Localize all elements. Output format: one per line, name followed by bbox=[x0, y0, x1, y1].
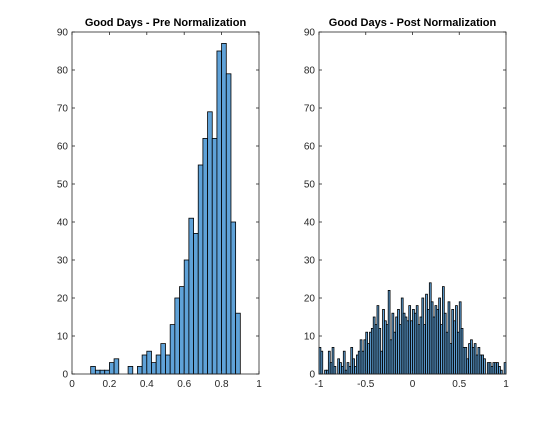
pre-normalization-y-tick-label: 20 bbox=[57, 294, 69, 305]
post-normalization-y-tick-label: 50 bbox=[304, 180, 316, 191]
pre-normalization-x-tick-label: 0.4 bbox=[140, 379, 154, 390]
pre-normalization-y-tick-label: 30 bbox=[57, 256, 69, 267]
pre-normalization-bar bbox=[137, 365, 143, 375]
pre-normalization-bar bbox=[230, 221, 237, 375]
pre-normalization-bar bbox=[221, 43, 227, 375]
post-normalization-y-tick-label: 10 bbox=[304, 332, 316, 343]
pre-normalization-bar bbox=[160, 343, 166, 375]
pre-normalization-bar bbox=[94, 369, 101, 375]
pre-normalization-y-tick-label: 90 bbox=[57, 28, 69, 39]
post-normalization-panel: -1 -0.5 0 0.5 1 0 10 20 30 40 50 60 70 80 90 Good Day… bbox=[304, 17, 509, 390]
pre-normalization-axes-box bbox=[71, 31, 260, 375]
pre-normalization-x-ticks: 0 0.2 0.4 0.6 0.8 1 bbox=[69, 32, 262, 390]
post-normalization-title: Good Days - Post Normalization bbox=[329, 17, 497, 29]
post-normalization-y-tick-label: 0 bbox=[309, 370, 315, 381]
pre-normalization-bar bbox=[235, 312, 241, 375]
pre-normalization-bar bbox=[99, 369, 106, 375]
pre-normalization-x-tick-label: 1 bbox=[256, 379, 262, 390]
pre-normalization-bar bbox=[104, 369, 110, 375]
pre-normalization-bar bbox=[174, 297, 180, 375]
pre-normalization-bar bbox=[188, 217, 194, 375]
pre-normalization-y-tick-label: 10 bbox=[57, 332, 69, 343]
post-normalization-y-tick-label: 60 bbox=[304, 142, 316, 153]
post-normalization-y-tick-label: 40 bbox=[304, 218, 316, 229]
post-normalization-y-tick-label: 30 bbox=[304, 256, 316, 267]
post-normalization-x-tick-label: 1 bbox=[503, 379, 509, 390]
pre-normalization-bar bbox=[225, 73, 232, 375]
pre-normalization-bar bbox=[183, 259, 190, 375]
post-normalization-y-tick-label: 80 bbox=[304, 66, 316, 77]
pre-normalization-bar bbox=[202, 137, 208, 375]
post-normalization-bar bbox=[483, 358, 486, 375]
pre-normalization-x-tick-label: 0.8 bbox=[215, 379, 229, 390]
pre-normalization-bar bbox=[127, 365, 134, 375]
post-normalization-x-tick-label: 0 bbox=[410, 379, 416, 390]
pre-normalization-bar bbox=[90, 365, 96, 375]
pre-normalization-y-tick-label: 50 bbox=[57, 180, 69, 191]
post-normalization-y-tick-label: 90 bbox=[304, 28, 316, 39]
pre-normalization-bar bbox=[179, 286, 185, 375]
pre-normalization-bar bbox=[169, 324, 176, 375]
post-normalization-y-tick-label: 70 bbox=[304, 104, 316, 115]
pre-normalization-bar bbox=[211, 137, 218, 375]
pre-normalization-x-tick-label: 0.2 bbox=[102, 379, 116, 390]
pre-normalization-x-tick-label: 0.6 bbox=[177, 379, 191, 390]
post-normalization-bar bbox=[320, 350, 324, 375]
post-normalization-x-ticks: -1 -0.5 0 0.5 1 bbox=[315, 32, 509, 390]
post-normalization-x-tick-label: -1 bbox=[315, 379, 324, 390]
pre-normalization-panel: 0 0.2 0.4 0.6 0.8 1 0 10 20 30 40 50 60 70 80 90 Good … bbox=[57, 17, 262, 390]
post-normalization-bar bbox=[333, 365, 337, 375]
post-normalization-x-tick-label: 0.5 bbox=[452, 379, 466, 390]
pre-normalization-y-tick-label: 60 bbox=[57, 142, 69, 153]
pre-normalization-bar bbox=[155, 354, 162, 375]
pre-normalization-bar bbox=[216, 50, 222, 375]
pre-normalization-bar bbox=[146, 350, 152, 375]
pre-normalization-bar bbox=[141, 354, 148, 375]
pre-normalization-bar bbox=[207, 111, 213, 375]
pre-normalization-y-tick-label: 40 bbox=[57, 218, 69, 229]
pre-normalization-y-ticks: 0 10 20 30 40 50 60 70 80 90 bbox=[57, 28, 259, 381]
pre-normalization-bar bbox=[197, 164, 204, 375]
pre-normalization-bar bbox=[151, 362, 157, 375]
pre-normalization-bar bbox=[193, 232, 199, 375]
post-normalization-y-tick-label: 20 bbox=[304, 294, 316, 305]
pre-normalization-y-tick-label: 80 bbox=[57, 66, 69, 77]
post-normalization-y-ticks: 0 10 20 30 40 50 60 70 80 90 bbox=[304, 28, 506, 381]
pre-normalization-y-tick-label: 70 bbox=[57, 104, 69, 115]
pre-normalization-bar bbox=[109, 362, 115, 375]
pre-normalization-bar bbox=[113, 358, 120, 375]
pre-normalization-y-tick-label: 0 bbox=[62, 370, 68, 381]
pre-normalization-x-tick-label: 0 bbox=[69, 379, 75, 390]
post-normalization-bar bbox=[499, 369, 503, 375]
post-normalization-x-tick-label: -0.5 bbox=[357, 379, 375, 390]
pre-normalization-title: Good Days - Pre Normalization bbox=[85, 17, 247, 29]
pre-normalization-bar bbox=[165, 354, 171, 375]
